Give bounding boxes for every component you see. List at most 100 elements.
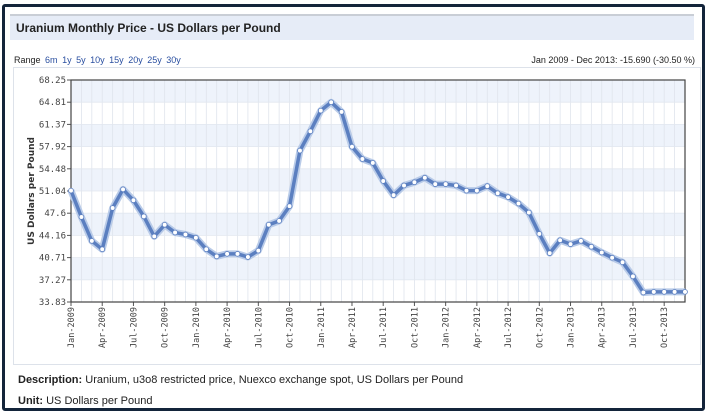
data-point: [224, 251, 230, 257]
x-tick-label: Oct-2010: [286, 307, 296, 348]
data-point: [432, 181, 439, 187]
chart-container: [13, 67, 701, 365]
data-point: [494, 190, 501, 196]
data-point: [193, 234, 199, 241]
x-tick-label: Apr-2009: [98, 307, 108, 348]
grid-band: [71, 168, 685, 191]
y-tick-label: 40.71: [39, 254, 66, 264]
y-tick-label: 51.04: [39, 187, 66, 197]
data-point: [109, 205, 116, 211]
y-tick-label: 33.83: [39, 298, 66, 308]
data-point: [255, 247, 262, 254]
x-tick-label: Jul-2009: [129, 307, 139, 348]
data-point: [598, 249, 605, 256]
data-point: [359, 156, 366, 162]
data-point: [619, 259, 626, 266]
data-point: [650, 289, 657, 295]
description-label: Description:: [18, 374, 83, 386]
data-point: [505, 194, 511, 200]
data-point: [234, 251, 241, 257]
data-point: [442, 181, 449, 187]
data-point: [245, 254, 251, 260]
grid-band: [71, 124, 685, 147]
data-point: [89, 238, 95, 244]
x-tick-label: Oct-2013: [660, 307, 670, 348]
x-tick-label: Jan-2012: [442, 307, 452, 348]
x-tick-label: Oct-2012: [535, 307, 545, 348]
data-point: [286, 203, 293, 209]
data-point: [640, 289, 647, 296]
data-point: [515, 200, 522, 207]
change-summary: Jan 2009 - Dec 2013: -15.690 (-30.50 %): [531, 55, 695, 65]
data-point: [68, 187, 74, 194]
data-point: [588, 243, 595, 250]
data-point: [557, 237, 563, 244]
data-point: [78, 214, 85, 220]
x-tick-label: Apr-2013: [598, 307, 608, 348]
data-point: [526, 209, 532, 216]
x-tick-label: Apr-2011: [348, 307, 358, 348]
data-point: [546, 250, 553, 256]
range-10y[interactable]: 10y: [90, 55, 105, 65]
x-tick-label: Jan-2013: [567, 307, 577, 348]
data-point: [276, 218, 282, 224]
y-tick-label: 44.16: [39, 231, 66, 241]
x-tick-label: Oct-2011: [410, 307, 420, 348]
y-tick-label: 37.27: [39, 276, 66, 286]
data-point: [120, 186, 126, 193]
data-point: [161, 221, 168, 228]
data-point: [671, 289, 678, 295]
range-5y[interactable]: 5y: [76, 55, 86, 65]
data-point: [380, 178, 387, 184]
data-point: [182, 231, 189, 238]
data-point: [317, 107, 324, 114]
data-point: [484, 183, 491, 189]
data-point: [297, 147, 303, 154]
data-point: [474, 187, 480, 194]
data-point: [130, 197, 137, 204]
grid-band: [71, 257, 685, 280]
data-point: [328, 99, 334, 106]
range-6m[interactable]: 6m: [45, 55, 58, 65]
description: Description: Uranium, u3o8 restricted pr…: [18, 374, 463, 386]
data-point: [411, 179, 418, 186]
y-tick-label: 47.6: [44, 209, 66, 219]
y-tick-label: 57.92: [39, 143, 66, 153]
data-point: [338, 109, 345, 115]
x-tick-label: Jul-2010: [254, 307, 264, 348]
range-15y[interactable]: 15y: [109, 55, 124, 65]
data-point: [630, 273, 636, 280]
data-point: [213, 253, 220, 260]
range-30y[interactable]: 30y: [166, 55, 181, 65]
data-point: [265, 221, 272, 228]
x-tick-label: Jul-2012: [504, 307, 514, 348]
y-tick-label: 68.25: [39, 76, 66, 86]
data-point: [401, 182, 407, 189]
data-point: [307, 128, 314, 135]
data-point: [578, 238, 584, 244]
data-point: [141, 213, 147, 220]
x-tick-label: Apr-2012: [473, 307, 483, 348]
description-text: Uranium, u3o8 restricted price, Nuexco e…: [85, 374, 464, 386]
range-25y[interactable]: 25y: [147, 55, 162, 65]
unit-label: Unit:: [18, 395, 44, 407]
page-title: Uranium Monthly Price - US Dollars per P…: [16, 21, 281, 35]
y-axis-label: US Dollars per Pound: [27, 137, 37, 245]
data-point: [682, 289, 688, 295]
range-selector: Range 6m 1y 5y 10y 15y 20y 25y 30y: [14, 55, 181, 65]
data-point: [151, 233, 158, 240]
range-label: Range: [14, 55, 41, 65]
range-20y[interactable]: 20y: [128, 55, 143, 65]
data-point: [567, 241, 574, 247]
data-point: [349, 143, 355, 150]
data-point: [609, 254, 615, 261]
data-point: [463, 187, 470, 194]
range-1y[interactable]: 1y: [62, 55, 72, 65]
data-point: [203, 246, 210, 253]
y-tick-label: 61.37: [39, 120, 66, 130]
data-point: [172, 229, 178, 236]
x-tick-label: Apr-2010: [223, 307, 233, 348]
x-tick-label: Jan-2011: [317, 307, 327, 348]
title-bar: Uranium Monthly Price - US Dollars per P…: [10, 14, 694, 40]
unit-text: US Dollars per Pound: [46, 395, 153, 407]
